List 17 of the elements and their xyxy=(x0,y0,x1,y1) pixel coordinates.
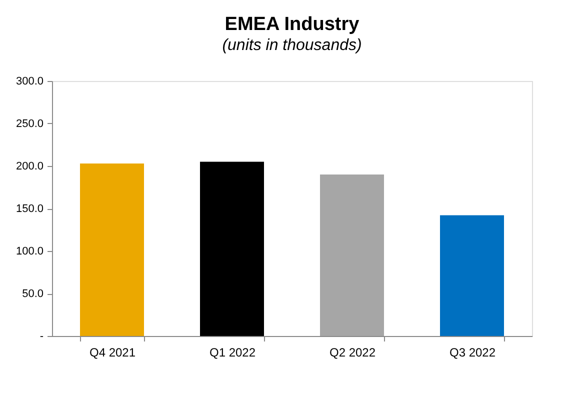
chart-title: EMEA Industry xyxy=(224,14,360,35)
bar xyxy=(80,163,144,336)
x-tick-label: Q3 2022 xyxy=(449,346,496,360)
y-tick-label: 200.0 xyxy=(16,160,44,172)
y-tick-label: 100.0 xyxy=(16,246,44,258)
chart-subtitle: (units in thousands) xyxy=(222,37,362,54)
bar xyxy=(200,162,264,336)
y-tick-label: 300.0 xyxy=(16,76,44,88)
x-tick-label: Q4 2021 xyxy=(89,346,136,360)
y-tick-label: 150.0 xyxy=(16,203,44,215)
x-tick-label: Q2 2022 xyxy=(329,346,376,360)
bar xyxy=(440,215,504,336)
y-tick-label: 250.0 xyxy=(16,118,44,130)
y-tick-label: 50.0 xyxy=(22,288,44,300)
y-tick-label: - xyxy=(40,330,44,342)
x-tick-label: Q1 2022 xyxy=(209,346,256,360)
bar xyxy=(320,174,384,336)
